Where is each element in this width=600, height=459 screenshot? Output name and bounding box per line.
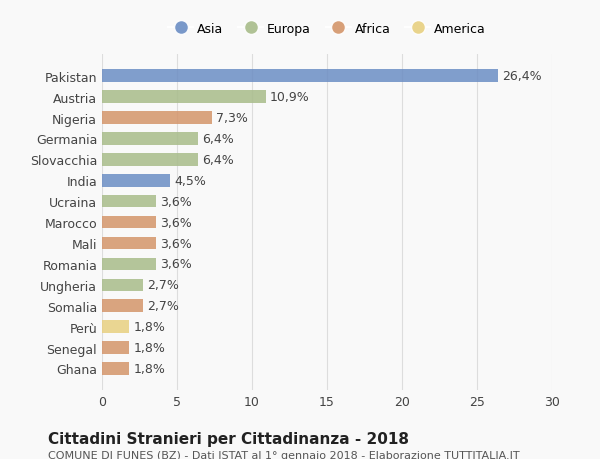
Text: 1,8%: 1,8%: [133, 320, 166, 333]
Text: 1,8%: 1,8%: [133, 362, 166, 375]
Text: 1,8%: 1,8%: [133, 341, 166, 354]
Bar: [102, 363, 129, 375]
Text: COMUNE DI FUNES (BZ) - Dati ISTAT al 1° gennaio 2018 - Elaborazione TUTTITALIA.I: COMUNE DI FUNES (BZ) - Dati ISTAT al 1° …: [48, 450, 520, 459]
Bar: [102, 91, 265, 104]
Bar: [102, 300, 143, 312]
Bar: [102, 70, 498, 83]
Bar: [102, 258, 156, 271]
Bar: [102, 279, 143, 291]
Text: 26,4%: 26,4%: [503, 70, 542, 83]
Bar: [102, 174, 170, 187]
Text: 3,6%: 3,6%: [161, 258, 192, 271]
Bar: [102, 112, 212, 124]
Legend: Asia, Europa, Africa, America: Asia, Europa, Africa, America: [163, 18, 491, 41]
Bar: [102, 341, 129, 354]
Bar: [102, 216, 156, 229]
Bar: [102, 196, 156, 208]
Bar: [102, 237, 156, 250]
Text: 2,7%: 2,7%: [147, 300, 179, 313]
Text: 3,6%: 3,6%: [161, 216, 192, 229]
Bar: [102, 133, 198, 146]
Text: 10,9%: 10,9%: [270, 91, 310, 104]
Text: 2,7%: 2,7%: [147, 279, 179, 291]
Text: 3,6%: 3,6%: [161, 237, 192, 250]
Text: 6,4%: 6,4%: [203, 133, 234, 146]
Bar: [102, 321, 129, 333]
Text: 6,4%: 6,4%: [203, 154, 234, 167]
Text: Cittadini Stranieri per Cittadinanza - 2018: Cittadini Stranieri per Cittadinanza - 2…: [48, 431, 409, 447]
Text: 3,6%: 3,6%: [161, 195, 192, 208]
Text: 7,3%: 7,3%: [216, 112, 248, 125]
Bar: [102, 154, 198, 166]
Text: 4,5%: 4,5%: [174, 174, 206, 187]
